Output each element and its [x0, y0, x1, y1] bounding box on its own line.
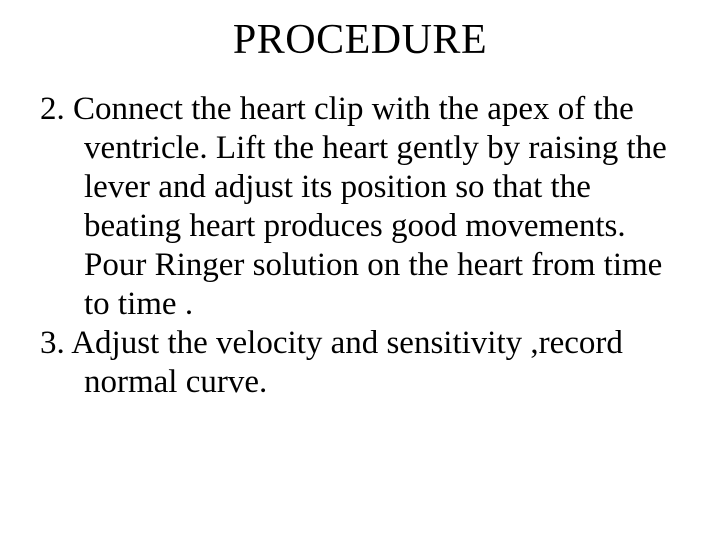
- slide: PROCEDURE 2. Connect the heart clip with…: [0, 0, 720, 540]
- list-item: 3. Adjust the velocity and sensitivity ,…: [40, 324, 684, 402]
- list-item: 2. Connect the heart clip with the apex …: [40, 90, 684, 324]
- item-number: 2.: [40, 91, 65, 127]
- slide-title: PROCEDURE: [28, 16, 692, 64]
- item-text: Adjust the velocity and sensitivity ,rec…: [71, 325, 623, 400]
- item-number: 3.: [40, 325, 65, 361]
- slide-body: 2. Connect the heart clip with the apex …: [28, 90, 692, 402]
- item-text: Connect the heart clip with the apex of …: [73, 91, 667, 322]
